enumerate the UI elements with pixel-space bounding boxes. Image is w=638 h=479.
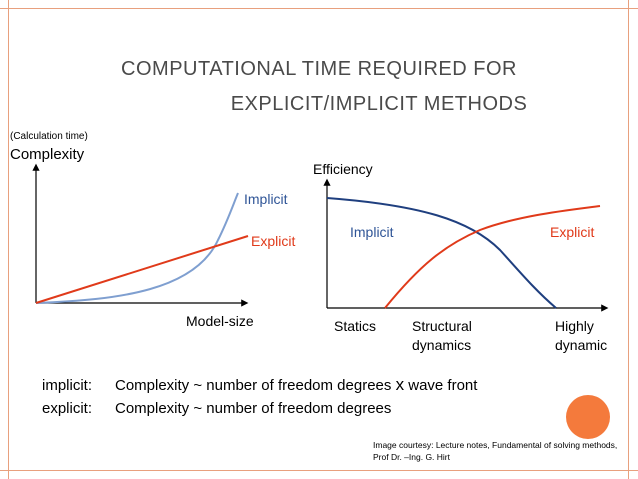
credit-line1: Image courtesy: Lecture notes, Fundament… — [373, 440, 618, 450]
left-y-sublabel: (Calculation time) — [10, 131, 88, 142]
formula-implicit-key: implicit: — [42, 377, 93, 394]
slide-title-line2: EXPLICIT/IMPLICIT METHODS — [230, 93, 528, 115]
left-curve-implicit — [35, 192, 239, 304]
right-x-structural-line1: Structural — [412, 318, 472, 334]
frame-right-line — [628, 0, 629, 479]
left-legend-implicit: Implicit — [244, 191, 288, 207]
left-x-label: Model-size — [186, 313, 254, 329]
right-x-highly-line1: Highly — [555, 318, 594, 334]
orange-circle-decoration — [566, 395, 610, 439]
frame-top-line — [0, 8, 638, 9]
left-legend-explicit: Explicit — [251, 233, 296, 249]
right-curve-explicit — [384, 205, 601, 309]
right-x-highly-line2: dynamic — [555, 337, 608, 353]
right-legend-explicit: Explicit — [550, 224, 595, 240]
formula-explicit-key: explicit: — [42, 400, 93, 417]
formula-implicit-x: x — [395, 375, 405, 394]
right-x-structural-line2: dynamics — [412, 337, 472, 353]
credit-line2: Prof Dr. –Ing. G. Hirt — [373, 452, 450, 462]
frame-left-line — [8, 0, 9, 479]
formula-implicit-text: Complexity ~ number of freedom degrees — [115, 377, 396, 394]
right-legend-implicit: Implicit — [350, 224, 394, 240]
right-curve-implicit — [326, 197, 557, 309]
formula-explicit-text: Complexity ~ number of freedom degrees — [115, 400, 392, 417]
formula-implicit-tail: wave front — [404, 377, 478, 394]
slide-title-line1: COMPUTATIONAL TIME REQUIRED FOR — [121, 58, 517, 80]
left-y-label: Complexity — [10, 146, 85, 163]
formula-implicit: implicit: Complexity ~ number of freedom … — [42, 375, 477, 395]
formula-explicit: explicit: Complexity ~ number of freedom … — [42, 400, 391, 417]
right-x-statics: Statics — [334, 318, 377, 334]
frame-bottom-line — [0, 470, 638, 471]
right-y-label: Efficiency — [313, 161, 373, 177]
left-line-explicit — [35, 235, 249, 304]
